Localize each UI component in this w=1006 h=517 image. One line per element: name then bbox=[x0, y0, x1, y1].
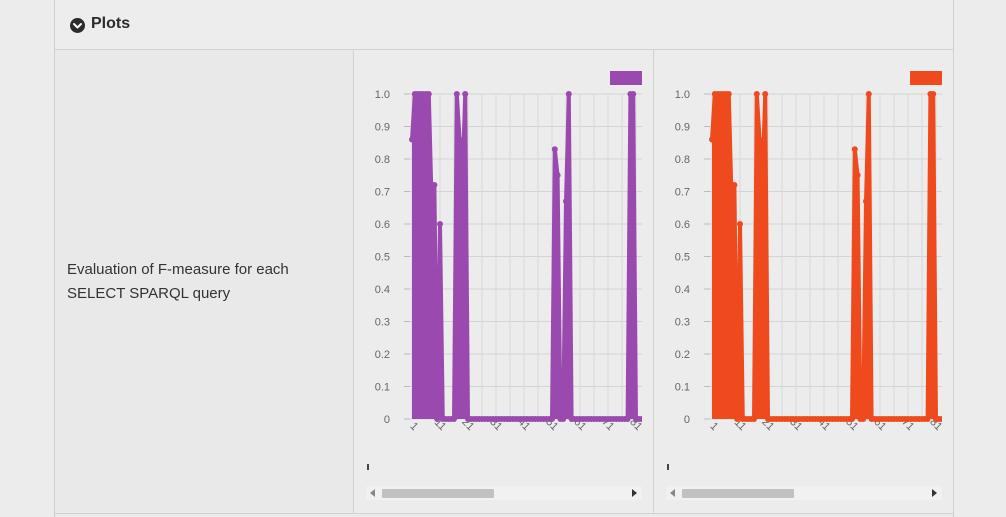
panel-title: Plots bbox=[91, 15, 131, 32]
data-point[interactable] bbox=[756, 136, 763, 143]
chart-cell-2: 0 0.1 0.2 0.3 0.4 0.5 0.6 0.7 0.8 0.9 1.0 1 11 21 31 41… bbox=[654, 50, 954, 513]
data-point[interactable] bbox=[425, 91, 432, 97]
data-point[interactable] bbox=[644, 416, 650, 422]
data-point[interactable] bbox=[647, 416, 653, 422]
data-point[interactable] bbox=[453, 91, 460, 97]
data-point[interactable] bbox=[456, 136, 463, 143]
data-point[interactable] bbox=[630, 91, 637, 97]
y-tick-label: 0.4 bbox=[375, 284, 390, 296]
data-point[interactable] bbox=[865, 91, 872, 97]
data-point[interactable] bbox=[930, 91, 937, 97]
data-point[interactable] bbox=[751, 416, 757, 422]
data-point[interactable] bbox=[428, 198, 435, 205]
horizontal-scrollbar[interactable] bbox=[366, 486, 642, 500]
data-point[interactable] bbox=[863, 198, 869, 205]
panel-header[interactable]: Plots bbox=[55, 0, 953, 50]
y-tick-label: 0.6 bbox=[675, 219, 690, 231]
data-point[interactable] bbox=[709, 136, 715, 143]
data-point[interactable] bbox=[409, 136, 415, 143]
data-point[interactable] bbox=[549, 416, 555, 422]
data-point[interactable] bbox=[762, 91, 769, 97]
row-divider bbox=[55, 513, 953, 514]
axis-marker bbox=[367, 464, 369, 470]
legend-swatch[interactable] bbox=[610, 71, 650, 85]
data-point[interactable] bbox=[851, 146, 858, 153]
data-point[interactable] bbox=[565, 91, 572, 97]
data-point[interactable] bbox=[924, 416, 931, 422]
scrollbar-thumb[interactable] bbox=[382, 489, 494, 498]
y-tick-label: 0.8 bbox=[375, 154, 390, 166]
data-point[interactable] bbox=[947, 416, 953, 422]
data-point[interactable] bbox=[437, 221, 443, 227]
data-point[interactable] bbox=[554, 172, 561, 179]
y-tick-label: 0.3 bbox=[675, 317, 690, 329]
y-tick-label: 1.0 bbox=[675, 89, 690, 101]
data-point[interactable] bbox=[725, 91, 732, 97]
y-tick-label: 0.8 bbox=[675, 154, 690, 166]
row-label-cell: Evaluation of F-measure for each SELECT … bbox=[55, 50, 354, 513]
y-tick-label: 0.2 bbox=[675, 349, 690, 361]
data-point[interactable] bbox=[459, 182, 466, 188]
data-point[interactable] bbox=[737, 221, 743, 227]
scroll-left-icon[interactable] bbox=[370, 489, 375, 497]
y-tick-label: 0.1 bbox=[375, 382, 390, 394]
data-point[interactable] bbox=[854, 172, 861, 179]
data-point[interactable] bbox=[434, 416, 441, 422]
table-row: Evaluation of F-measure for each SELECT … bbox=[55, 50, 954, 513]
y-tick-label: 0.6 bbox=[375, 219, 390, 231]
data-point[interactable] bbox=[753, 91, 760, 97]
data-point[interactable] bbox=[731, 182, 738, 188]
data-point[interactable] bbox=[950, 416, 954, 422]
data-point[interactable] bbox=[860, 416, 867, 422]
y-tick-label: 0.4 bbox=[675, 284, 690, 296]
scroll-left-icon[interactable] bbox=[670, 489, 675, 497]
data-point[interactable] bbox=[944, 416, 950, 422]
y-tick-label: 0.9 bbox=[375, 122, 390, 134]
data-point[interactable] bbox=[849, 416, 855, 422]
data-point[interactable] bbox=[759, 182, 766, 188]
data-point[interactable] bbox=[451, 416, 457, 422]
y-tick-label: 0.9 bbox=[675, 122, 690, 134]
row-label: Evaluation of F-measure for each SELECT … bbox=[67, 261, 289, 302]
y-tick-label: 0.2 bbox=[375, 349, 390, 361]
data-point[interactable] bbox=[638, 416, 645, 422]
data-point[interactable] bbox=[624, 416, 631, 422]
chevron-circle-down-icon[interactable] bbox=[70, 18, 85, 33]
y-tick-label: 0.5 bbox=[375, 252, 390, 264]
data-point[interactable] bbox=[953, 221, 954, 227]
scroll-right-icon[interactable] bbox=[932, 489, 937, 497]
legend-swatch[interactable] bbox=[910, 71, 950, 85]
data-point[interactable] bbox=[462, 91, 469, 97]
y-tick-label: 0 bbox=[384, 414, 390, 426]
data-point[interactable] bbox=[941, 416, 947, 422]
data-point[interactable] bbox=[551, 146, 558, 153]
fmeasure-chart-2: 00.10.20.30.40.50.60.70.80.91.01 11 21 31 41… bbox=[675, 71, 954, 433]
x-tick-label: 1 bbox=[408, 420, 421, 433]
axis-marker bbox=[667, 464, 669, 470]
y-tick-label: 0.5 bbox=[675, 252, 690, 264]
y-tick-label: 0.7 bbox=[675, 187, 690, 199]
scroll-right-icon[interactable] bbox=[632, 489, 637, 497]
data-point[interactable] bbox=[560, 416, 567, 422]
horizontal-scrollbar[interactable] bbox=[666, 486, 942, 500]
data-point[interactable] bbox=[641, 416, 647, 422]
y-tick-label: 0.3 bbox=[375, 317, 390, 329]
fmeasure-chart-1: 00.10.20.30.40.50.60.70.80.91.01 11 21 31 41… bbox=[375, 71, 653, 433]
data-point[interactable] bbox=[938, 416, 945, 422]
scrollbar-thumb[interactable] bbox=[682, 489, 794, 498]
data-point[interactable] bbox=[728, 198, 735, 205]
y-tick-label: 0.1 bbox=[675, 382, 690, 394]
plots-panel: Plots Evaluation of F-measure for each S… bbox=[54, 0, 954, 517]
y-tick-label: 0 bbox=[684, 414, 690, 426]
data-point[interactable] bbox=[734, 416, 741, 422]
y-tick-label: 1.0 bbox=[375, 89, 390, 101]
data-point[interactable] bbox=[431, 182, 438, 188]
data-point[interactable] bbox=[563, 198, 569, 205]
x-tick-label: 1 bbox=[708, 420, 721, 433]
chart-cell-1: 0 0.1 0.2 0.3 0.4 0.5 0.6 0.7 0.8 0.9 1.0 1 11 21 31 41… bbox=[354, 50, 654, 513]
y-tick-label: 0.7 bbox=[375, 187, 390, 199]
